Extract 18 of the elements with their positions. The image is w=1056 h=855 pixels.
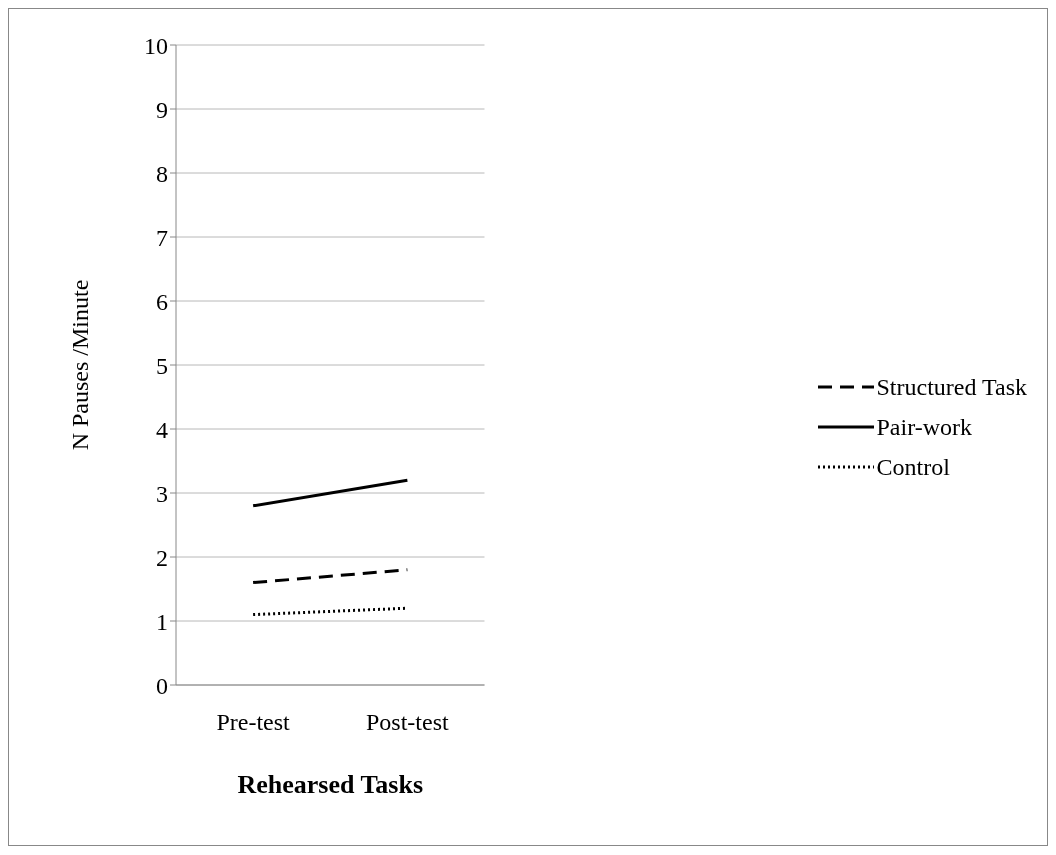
y-tick-label: 7 [156, 224, 168, 251]
y-tick-label: 5 [156, 352, 168, 379]
y-axis-title: N Pauses /Minute [66, 279, 93, 451]
y-tick-label: 10 [144, 32, 168, 59]
legend-label: Pair-work [876, 413, 972, 441]
y-tick-label: 8 [156, 160, 168, 187]
legend-label: Control [876, 453, 950, 481]
y-tick-label: 4 [156, 416, 168, 443]
y-tick-label: 0 [156, 672, 168, 699]
y-tick-label: 9 [156, 96, 168, 123]
x-tick-label: Post-test [366, 709, 450, 736]
x-tick-label: Pre-test [216, 709, 291, 736]
y-tick-label: 6 [156, 288, 168, 315]
y-tick-label: 1 [156, 608, 168, 635]
legend-label: Structured Task [876, 373, 1027, 401]
y-tick-label: 2 [156, 544, 168, 571]
x-axis-title: Rehearsed Tasks [237, 770, 424, 799]
y-tick-label: 3 [156, 480, 168, 507]
